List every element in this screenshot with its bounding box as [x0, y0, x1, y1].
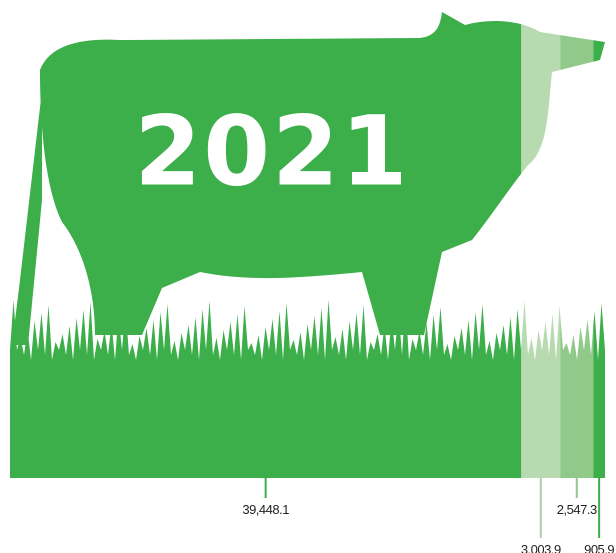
bar-segment — [521, 12, 561, 478]
value-label: 3,003.9 — [521, 542, 561, 553]
chart-title: 2021 — [134, 95, 409, 207]
value-label: 2,547.3 — [557, 502, 597, 517]
value-label: 905.9 — [584, 542, 614, 553]
cow-bar — [10, 12, 605, 478]
value-label: 39,448.1 — [242, 502, 289, 517]
bar-segment — [593, 12, 605, 478]
bar-segment — [560, 12, 594, 478]
bar-segment — [10, 12, 522, 478]
